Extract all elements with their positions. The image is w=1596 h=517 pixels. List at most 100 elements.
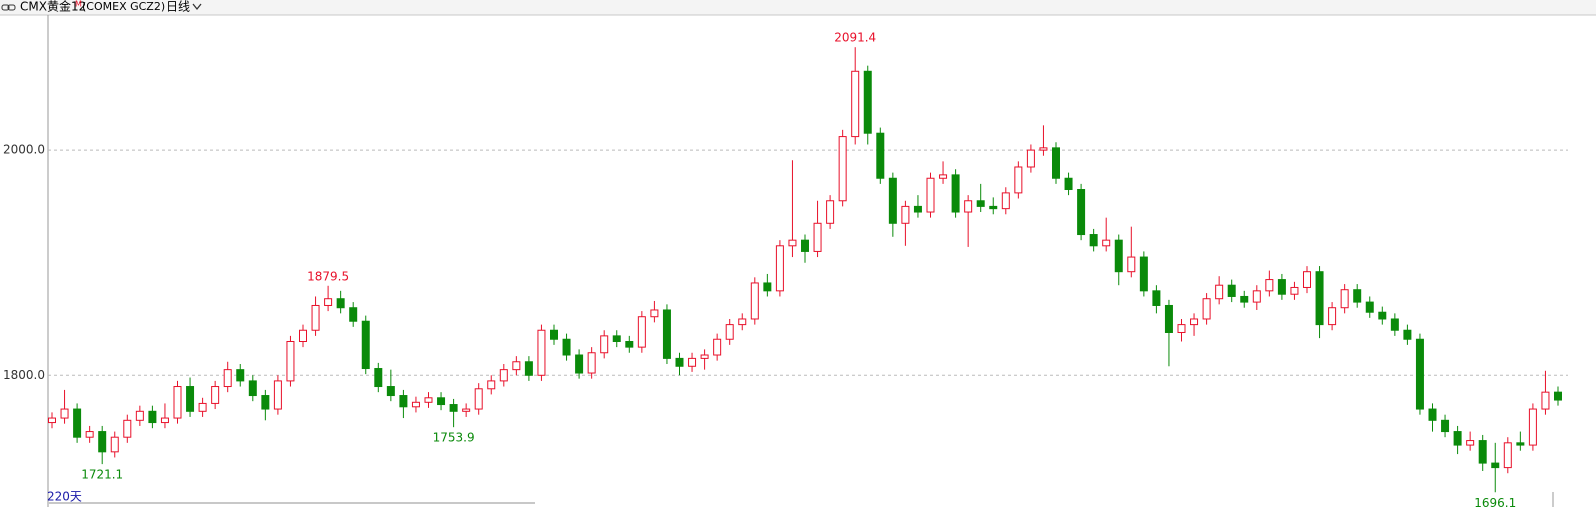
candle-body (1227, 284, 1236, 297)
candle-body (248, 380, 257, 397)
candle-body (1466, 440, 1475, 446)
candle-body (1177, 324, 1186, 333)
candle-body (135, 410, 144, 421)
candle-body (1277, 279, 1286, 295)
candle-body (449, 404, 458, 412)
candle-body (1353, 289, 1362, 303)
low-label: 1721.1 (81, 468, 123, 482)
candle-body (1077, 189, 1086, 236)
candle-body (1441, 419, 1450, 433)
candle-body (989, 205, 998, 210)
candle-body (223, 369, 232, 388)
candle-body (562, 338, 571, 356)
candle-body (324, 298, 333, 306)
candle-body (299, 329, 307, 342)
symbol-code: (COMEX GCZ2) (82, 0, 165, 13)
candle-body (1202, 298, 1211, 320)
candle-body (801, 239, 809, 252)
candle-body (1528, 408, 1537, 446)
candle-body (939, 174, 948, 179)
candle-body (550, 329, 558, 340)
candle-body (976, 200, 985, 207)
candle-body (98, 431, 107, 453)
candle-body (261, 395, 270, 410)
candle-body (1139, 256, 1148, 292)
candle-body (1064, 177, 1073, 191)
candle-body (386, 386, 395, 397)
candle-body (524, 361, 533, 376)
candle-body (1491, 462, 1500, 469)
candle-body (399, 395, 408, 408)
candle-body (788, 239, 797, 247)
y-tick-label: 1800.0 (3, 368, 45, 382)
header-bar (0, 0, 1596, 15)
candle-body (926, 177, 935, 213)
candle-body (73, 408, 82, 438)
candle-body (964, 200, 973, 213)
candle-body (361, 320, 370, 370)
candle-body (1554, 391, 1562, 401)
candle-body (148, 410, 157, 424)
candle-body (1541, 391, 1550, 410)
candle-body (462, 408, 471, 412)
candle-body (650, 309, 659, 318)
candle-body (1415, 338, 1424, 410)
candle-body (349, 307, 358, 322)
symbol: CMX黄金12 (20, 0, 86, 14)
candle-body (236, 369, 245, 382)
candle-body (512, 361, 521, 371)
candle-body (1164, 304, 1173, 333)
candle-body (60, 408, 69, 419)
candle-body (600, 335, 609, 354)
candle-body (311, 304, 320, 331)
candle-body (1303, 271, 1311, 288)
candle-body (688, 357, 697, 367)
candle-body (198, 402, 207, 412)
candle-body (1039, 147, 1048, 151)
candle-body (913, 205, 922, 213)
candle-body (173, 386, 182, 419)
candle-body (625, 340, 634, 348)
candle-body (813, 222, 822, 252)
candle-body (713, 338, 722, 356)
candle-body (763, 282, 772, 292)
candle-body (211, 386, 220, 404)
candle-body (826, 200, 835, 224)
candle-body (487, 380, 496, 390)
candle-body (951, 174, 960, 213)
symbol-superscript: M (75, 0, 82, 9)
candle-body (1403, 329, 1412, 340)
candle-body (1001, 192, 1010, 210)
candle-body (273, 380, 282, 410)
dropdown-arrow[interactable] (192, 3, 202, 11)
candle-body (675, 357, 684, 367)
candle-body (374, 368, 383, 388)
candle-body (474, 388, 483, 410)
candle-body (1315, 271, 1324, 326)
candle-body (575, 354, 584, 374)
candle-body (838, 136, 847, 202)
high-label: 2091.4 (834, 31, 876, 45)
candle-body (637, 316, 646, 348)
candle-body (186, 386, 195, 412)
candle-body (537, 329, 546, 376)
candle-body (336, 298, 345, 309)
candle-body (1190, 318, 1199, 326)
candle-body (700, 354, 709, 359)
candle-body (750, 282, 759, 320)
candle-body (1014, 166, 1023, 194)
candle-body (499, 369, 508, 382)
candle-body (1127, 256, 1136, 273)
candle-body (1265, 279, 1274, 292)
candle-body (1114, 239, 1123, 273)
candle-body (1503, 442, 1512, 469)
candle-body (888, 177, 897, 224)
candle-body (160, 417, 169, 424)
period-selector[interactable]: 日线 (166, 0, 190, 14)
candle-body (1328, 307, 1337, 326)
candle-body (1102, 239, 1111, 247)
candle-body (851, 70, 860, 138)
candle-body (1215, 284, 1224, 300)
candle-body (110, 436, 119, 453)
